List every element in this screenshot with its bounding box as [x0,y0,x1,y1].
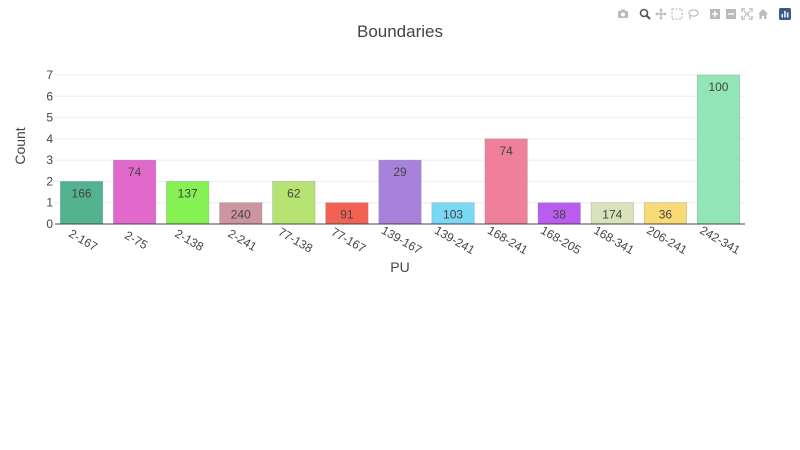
bar-77-138[interactable] [272,181,316,225]
bar-label: 62 [287,186,301,200]
zoom-icon[interactable] [638,7,652,21]
x-axis-title: PU [390,259,409,275]
x-ticks: 2-167 2-75 2-138 2-241 77-138 77-167 139-167 13… [66,223,743,257]
modebar-group [638,7,700,21]
x-tick-label: 2-75 [122,228,150,252]
x-tick-label: 2-241 [226,226,260,254]
x-tick-label: 168-241 [485,223,530,257]
bar-label: 29 [393,165,407,179]
modebar [610,6,792,22]
bar-2-138[interactable] [166,181,210,225]
bar-2-75[interactable] [113,159,157,225]
y-tick-label: 1 [46,196,53,210]
x-tick-label: 2-138 [172,226,206,254]
plotly-logo-icon[interactable] [778,7,792,21]
x-tick-label: 139-241 [432,223,477,257]
box-select-icon[interactable] [670,7,684,21]
camera-icon[interactable] [616,7,630,21]
bar-label: 38 [553,208,567,222]
x-tick-label: 242-341 [697,223,742,257]
bar-label: 240 [231,208,251,222]
home-icon[interactable] [756,7,770,21]
x-tick-label: 168-205 [538,223,583,257]
bar-label: 91 [340,208,354,222]
bar-168-241[interactable] [484,138,528,225]
zoom-out-icon[interactable] [724,7,738,21]
bar-label: 74 [499,144,513,158]
bars [60,74,740,225]
x-tick-label: 206-241 [644,223,689,257]
y-tick-label: 7 [46,68,53,82]
chart-title: Boundaries [357,22,443,41]
y-tick-label: 3 [46,153,53,167]
bar-label: 103 [443,208,463,222]
bar-label: 100 [708,80,728,94]
x-tick-label: 77-138 [276,225,316,256]
modebar-group [616,7,630,21]
y-ticks: 0 1 2 3 4 5 6 7 [46,68,53,231]
y-tick-label: 2 [46,174,53,188]
bar-labels: 166 74 137 240 62 91 29 103 74 38 174 36 100 [72,80,729,222]
zoom-in-icon[interactable] [708,7,722,21]
bar-label: 137 [178,186,198,200]
bar-label: 166 [72,186,92,200]
y-tick-label: 5 [46,111,53,125]
modebar-group [708,7,770,21]
x-tick-label: 139-167 [379,223,424,257]
y-axis-title: Count [12,127,28,164]
x-tick-label: 168-341 [591,223,636,257]
y-tick-label: 4 [46,132,53,146]
lasso-select-icon[interactable] [686,7,700,21]
bar-label: 74 [128,165,142,179]
x-tick-label: 2-167 [66,226,100,254]
bar-label: 36 [659,208,673,222]
bar-242-341[interactable] [696,74,740,225]
pan-icon[interactable] [654,7,668,21]
bar-139-167[interactable] [378,159,422,225]
modebar-group [778,7,792,21]
autoscale-icon[interactable] [740,7,754,21]
y-tick-label: 0 [46,217,53,231]
y-tick-label: 6 [46,89,53,103]
x-tick-label: 77-167 [329,225,369,256]
bar-label: 174 [602,208,622,222]
